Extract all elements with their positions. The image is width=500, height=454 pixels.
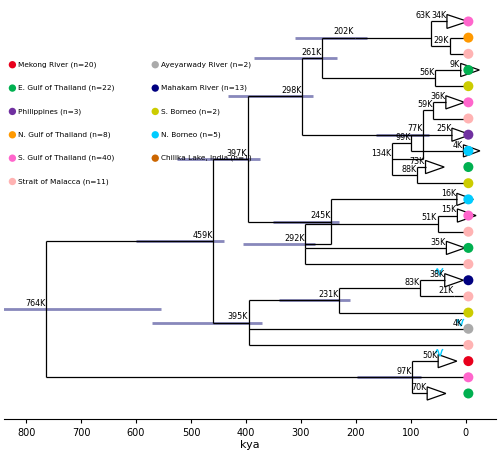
- Point: [8, 178, 16, 185]
- Point: [464, 341, 472, 349]
- Text: S. Gulf of Thailand (n=40): S. Gulf of Thailand (n=40): [18, 155, 114, 162]
- Text: 298K: 298K: [281, 86, 301, 95]
- Text: S. Borneo (n=2): S. Borneo (n=2): [160, 108, 220, 115]
- Text: 99K: 99K: [396, 133, 410, 142]
- Point: [464, 309, 472, 316]
- Text: 21K: 21K: [438, 286, 454, 295]
- Text: 25K: 25K: [436, 124, 452, 133]
- Text: Chilika Lake, India (n=1): Chilika Lake, India (n=1): [160, 155, 252, 162]
- Point: [8, 84, 16, 92]
- Point: [464, 374, 472, 381]
- Point: [464, 115, 472, 122]
- Point: [464, 163, 472, 171]
- Point: [151, 61, 159, 69]
- Text: Philippines (n=3): Philippines (n=3): [18, 108, 81, 115]
- Point: [8, 108, 16, 115]
- Point: [464, 131, 472, 138]
- Text: N. Borneo (n=5): N. Borneo (n=5): [160, 132, 220, 138]
- Point: [464, 228, 472, 235]
- Point: [464, 212, 472, 219]
- Text: 56K: 56K: [419, 68, 434, 77]
- Text: 764K: 764K: [25, 299, 46, 308]
- Point: [464, 276, 472, 284]
- Text: 15K: 15K: [442, 205, 457, 214]
- Point: [464, 244, 472, 252]
- Text: 34K: 34K: [432, 11, 446, 20]
- Text: 88K: 88K: [402, 165, 416, 174]
- Text: 459K: 459K: [192, 231, 213, 240]
- Text: 395K: 395K: [228, 312, 248, 321]
- Text: 38K: 38K: [429, 270, 444, 279]
- Text: 70K: 70K: [412, 383, 426, 392]
- X-axis label: kya: kya: [240, 440, 260, 450]
- Text: E. Gulf of Thailand (n=22): E. Gulf of Thailand (n=22): [18, 85, 114, 91]
- Point: [8, 154, 16, 162]
- Text: 245K: 245K: [310, 212, 330, 220]
- Text: 292K: 292K: [284, 234, 304, 242]
- Text: 397K: 397K: [226, 149, 247, 158]
- Text: Ayeyarwady River (n=2): Ayeyarwady River (n=2): [160, 61, 251, 68]
- Point: [464, 293, 472, 300]
- Text: 261K: 261K: [302, 48, 322, 57]
- Text: 4K: 4K: [452, 141, 463, 150]
- Text: 59K: 59K: [418, 100, 432, 109]
- Text: 202K: 202K: [334, 27, 354, 36]
- Point: [8, 61, 16, 69]
- Point: [464, 34, 472, 41]
- Point: [464, 66, 472, 74]
- Point: [8, 131, 16, 138]
- Text: 36K: 36K: [430, 92, 446, 101]
- Point: [151, 108, 159, 115]
- Text: 9K: 9K: [450, 60, 460, 69]
- Point: [464, 196, 472, 203]
- Point: [464, 261, 472, 268]
- Text: 35K: 35K: [430, 238, 446, 247]
- Text: 16K: 16K: [441, 189, 456, 198]
- Point: [464, 180, 472, 187]
- Point: [464, 50, 472, 58]
- Text: 231K: 231K: [318, 290, 338, 299]
- Point: [464, 390, 472, 397]
- Text: 4K: 4K: [452, 319, 463, 327]
- Point: [464, 357, 472, 365]
- Point: [151, 84, 159, 92]
- Text: 73K: 73K: [410, 157, 425, 166]
- Point: [464, 99, 472, 106]
- Text: 77K: 77K: [408, 124, 423, 133]
- Text: 63K: 63K: [416, 11, 430, 20]
- Text: 97K: 97K: [396, 367, 412, 376]
- Text: Mekong River (n=20): Mekong River (n=20): [18, 61, 96, 68]
- Text: N. Gulf of Thailand (n=8): N. Gulf of Thailand (n=8): [18, 132, 110, 138]
- Text: 29K: 29K: [434, 35, 449, 44]
- Text: 83K: 83K: [404, 278, 419, 287]
- Point: [464, 83, 472, 90]
- Point: [151, 154, 159, 162]
- Text: 134K: 134K: [372, 149, 392, 158]
- Text: Strait of Malacca (n=11): Strait of Malacca (n=11): [18, 178, 108, 185]
- Point: [464, 147, 472, 154]
- Text: 51K: 51K: [422, 213, 437, 222]
- Text: Mahakam River (n=13): Mahakam River (n=13): [160, 85, 246, 91]
- Point: [464, 18, 472, 25]
- Point: [464, 325, 472, 332]
- Point: [151, 131, 159, 138]
- Text: 50K: 50K: [422, 351, 438, 360]
